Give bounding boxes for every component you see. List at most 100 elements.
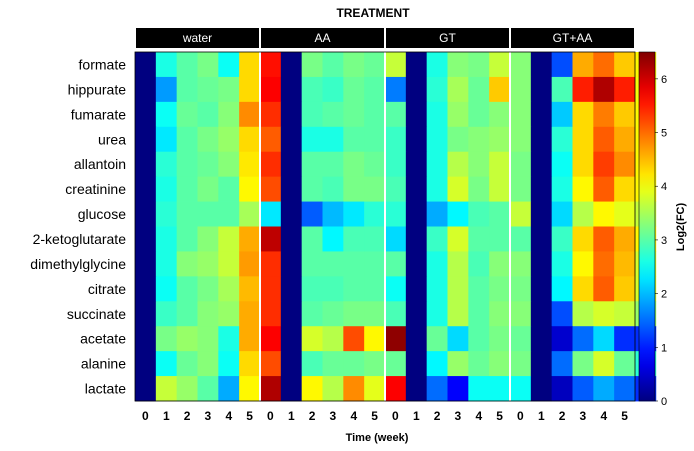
colorbar-tick-label: 6 (661, 74, 667, 86)
heatmap-cell (260, 226, 282, 252)
heatmap-cell (468, 201, 490, 227)
heatmap-cell (385, 251, 407, 277)
group-header (511, 28, 634, 48)
heatmap-cell (218, 326, 240, 352)
heatmap-cell (135, 101, 157, 128)
x-tick-label: 0 (267, 409, 274, 423)
heatmap-cell (260, 52, 282, 78)
heatmap-cell (322, 76, 344, 103)
heatmap-cell (510, 276, 532, 302)
heatmap-cell (426, 76, 448, 103)
heatmap-cell (155, 76, 178, 103)
heatmap-cell (280, 176, 303, 202)
heatmap-cell (447, 276, 469, 302)
heatmap-cell (510, 326, 532, 352)
heatmap-cell (364, 126, 386, 153)
heatmap-cell (280, 201, 303, 227)
heatmap-cell (447, 126, 469, 153)
heatmap-cell (280, 101, 303, 128)
heatmap-cell (260, 126, 282, 153)
heatmap-cell (301, 326, 323, 352)
heatmap-cell (197, 201, 219, 227)
heatmap-cell (593, 126, 615, 153)
heatmap-cell (405, 326, 428, 352)
heatmap-cell (239, 301, 261, 327)
heatmap-cell (176, 126, 198, 153)
heatmap-cell (510, 151, 532, 178)
heatmap-cell (280, 251, 303, 277)
heatmap-cell (176, 52, 198, 78)
heatmap-cell (447, 52, 469, 78)
heatmap-cells (135, 52, 657, 402)
heatmap-cell (197, 251, 219, 277)
heatmap-cell (135, 351, 157, 377)
heatmap-cell (468, 326, 490, 352)
heatmap-cell (260, 201, 282, 227)
heatmap-cell (239, 76, 261, 103)
row-label: urea (98, 131, 126, 147)
heatmap-cell (426, 251, 448, 277)
x-tick-label: 3 (330, 409, 337, 423)
heatmap-cell (489, 301, 511, 327)
heatmap-cell (301, 376, 323, 402)
heatmap-cell (572, 226, 594, 252)
heatmap-cell (447, 151, 469, 178)
heatmap-cell (614, 52, 636, 78)
heatmap-cell (614, 326, 636, 352)
heatmap-cell (280, 126, 303, 153)
heatmap-cell (572, 101, 594, 128)
heatmap-cell (405, 151, 428, 178)
heatmap-cell (218, 251, 240, 277)
heatmap-cell (155, 251, 178, 277)
heatmap-cell (343, 101, 365, 128)
heatmap-cell (405, 176, 428, 202)
heatmap-cell (405, 276, 428, 302)
heatmap-cell (239, 376, 261, 402)
colorbar-tick-label: 5 (661, 128, 667, 140)
heatmap-cell (301, 101, 323, 128)
heatmap-cell (405, 101, 428, 128)
colorbar: 0 1 2 3 4 5 6 (638, 51, 667, 408)
heatmap-cell (343, 351, 365, 377)
heatmap-cell (551, 326, 573, 352)
heatmap-cell (572, 151, 594, 178)
heatmap-cell (197, 301, 219, 327)
heatmap-cell (239, 151, 261, 178)
heatmap-cell (468, 176, 490, 202)
heatmap-cell (572, 251, 594, 277)
heatmap-cell (551, 376, 573, 402)
heatmap-cell (572, 126, 594, 153)
heatmap-cell (468, 276, 490, 302)
heatmap-cell (218, 101, 240, 128)
heatmap-cell (197, 226, 219, 252)
heatmap-cell (510, 351, 532, 377)
x-tick-label: 4 (225, 409, 232, 423)
heatmap-cell (551, 301, 573, 327)
heatmap-cell (530, 126, 553, 153)
heatmap-cell (155, 176, 178, 202)
heatmap-cell (593, 276, 615, 302)
heatmap-cell (551, 176, 573, 202)
heatmap-cell (551, 251, 573, 277)
group-header-label: AA (314, 31, 330, 45)
heatmap-cell (489, 201, 511, 227)
heatmap-cell (218, 126, 240, 153)
heatmap-cell (322, 52, 344, 78)
heatmap-cell (218, 376, 240, 402)
heatmap-cell (218, 226, 240, 252)
heatmap-cell (572, 351, 594, 377)
heatmap-cell (405, 76, 428, 103)
x-tick-label: 1 (538, 409, 545, 423)
heatmap-cell (343, 276, 365, 302)
x-tick-label: 2 (309, 409, 316, 423)
group-separators (134, 51, 636, 402)
heatmap-cell (155, 326, 178, 352)
colorbar-tick-label: 4 (661, 181, 667, 193)
heatmap-cell (239, 251, 261, 277)
heatmap-cell (155, 376, 178, 402)
heatmap-cell (343, 376, 365, 402)
heatmap-cell (343, 126, 365, 153)
heatmap-cell (468, 76, 490, 103)
heatmap-cell (614, 376, 636, 402)
